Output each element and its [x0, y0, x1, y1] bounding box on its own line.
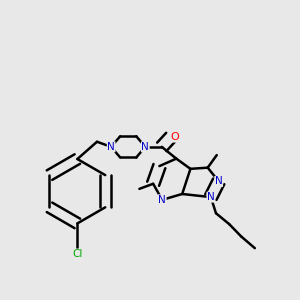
- Text: N: N: [141, 142, 149, 152]
- Text: N: N: [158, 195, 166, 205]
- Text: O: O: [170, 132, 179, 142]
- Text: Cl: Cl: [72, 249, 82, 259]
- Text: N: N: [215, 176, 223, 186]
- Text: N: N: [107, 142, 115, 152]
- Text: N: N: [207, 192, 215, 202]
